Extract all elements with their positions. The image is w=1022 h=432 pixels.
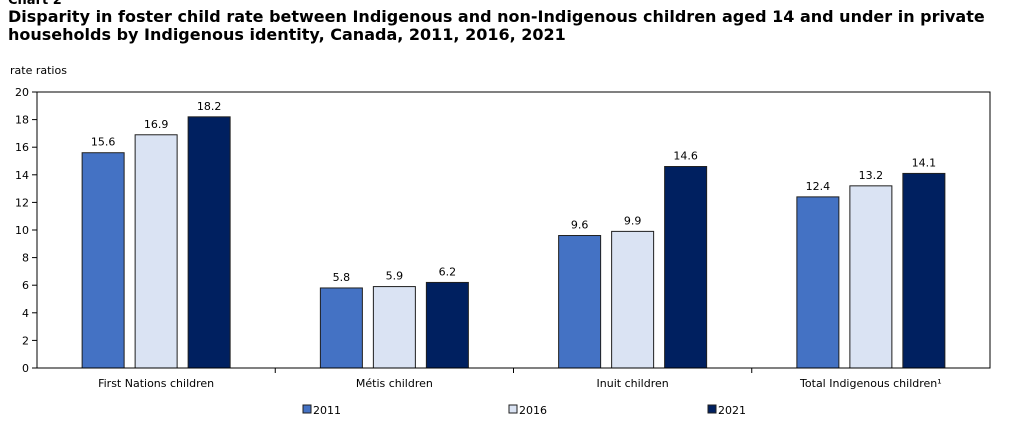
chart-title: Disparity in foster child rate between I… xyxy=(8,7,985,44)
y-tick-label: 14 xyxy=(15,169,29,182)
bar-value-label: 5.9 xyxy=(386,270,404,283)
bar-value-label: 14.6 xyxy=(673,150,698,163)
y-tick-label: 18 xyxy=(15,114,29,127)
bar-2011 xyxy=(319,287,363,369)
bar-2021 xyxy=(902,172,946,369)
bar-2011 xyxy=(796,196,840,369)
y-tick-label: 4 xyxy=(22,307,29,320)
x-category-label: Inuit children xyxy=(597,377,669,390)
bar-value-label: 15.6 xyxy=(91,136,116,149)
y-tick-label: 12 xyxy=(15,196,29,209)
bar-2021 xyxy=(187,116,231,369)
bar-value-label: 13.2 xyxy=(859,169,884,182)
legend-label: 2011 xyxy=(313,404,341,417)
x-category-label: Total Indigenous children¹ xyxy=(799,377,942,390)
plot-frame xyxy=(36,91,991,369)
bar-value-label: 16.9 xyxy=(144,118,169,131)
y-tick-label: 0 xyxy=(22,362,29,375)
y-tick-label: 16 xyxy=(15,141,29,154)
y-tick-label: 8 xyxy=(22,252,29,265)
bar-2016 xyxy=(611,230,655,369)
x-category-label: First Nations children xyxy=(98,377,214,390)
bar-2016 xyxy=(372,286,416,369)
bar-2016 xyxy=(134,134,178,369)
bar-2021 xyxy=(664,166,708,369)
bar-value-label: 12.4 xyxy=(806,180,831,193)
bar-2021 xyxy=(425,281,469,369)
legend-swatch xyxy=(302,404,312,414)
x-category-label: Métis children xyxy=(356,377,433,390)
legend-swatch xyxy=(707,404,717,414)
legend-swatch xyxy=(508,404,518,414)
bar-2011 xyxy=(81,152,125,369)
legend-label: 2016 xyxy=(519,404,547,417)
bar-value-label: 5.8 xyxy=(333,271,351,284)
bar-value-label: 18.2 xyxy=(197,100,222,113)
y-axis-label: rate ratios xyxy=(10,64,67,77)
y-tick-label: 20 xyxy=(15,86,29,99)
legend-label: 2021 xyxy=(718,404,746,417)
bar-value-label: 14.1 xyxy=(912,156,937,169)
bar-value-label: 6.2 xyxy=(439,265,457,278)
bar-2016 xyxy=(849,185,893,369)
y-tick-label: 6 xyxy=(22,279,29,292)
y-tick-label: 2 xyxy=(22,334,29,347)
bar-2011 xyxy=(558,235,602,369)
chart-number-label: Chart 2 xyxy=(8,0,62,8)
y-tick-label: 10 xyxy=(15,224,29,237)
bar-value-label: 9.6 xyxy=(571,219,589,232)
bar-value-label: 9.9 xyxy=(624,214,642,227)
